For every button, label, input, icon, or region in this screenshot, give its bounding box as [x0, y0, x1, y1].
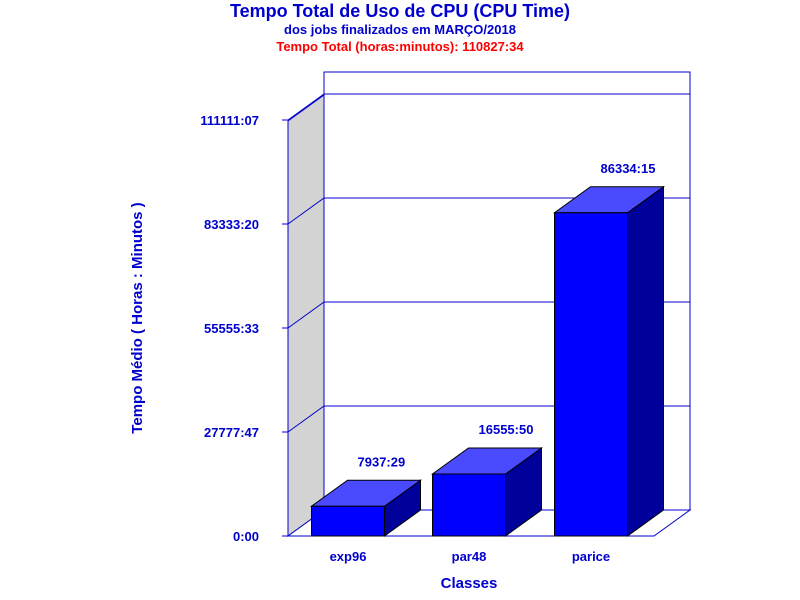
y-axis-title: Tempo Médio ( Horas : Minutos )	[129, 202, 146, 433]
bar-side	[627, 185, 664, 537]
x-tick-label: parice	[572, 549, 610, 564]
plot-area: 0:00 27777:47 55555:33 83333:20 111111:07 793…	[200, 71, 692, 564]
bar	[554, 212, 628, 537]
gridline	[287, 197, 690, 225]
chart-subtitle: dos jobs finalizados em MARÇO/2018	[284, 22, 516, 37]
x-tick-label: par48	[452, 549, 487, 564]
bar-value-label: 16555:50	[479, 422, 534, 437]
x-tick-label: exp96	[330, 549, 367, 564]
bar	[432, 473, 506, 537]
bar-value-label: 86334:15	[601, 161, 656, 176]
chart-total-time: Tempo Total (horas:minutos): 110827:34	[276, 39, 524, 54]
y-tick-label: 0:00	[233, 529, 259, 544]
bar	[311, 505, 385, 537]
gridline	[287, 93, 690, 121]
x-axis-title: Classes	[441, 575, 498, 592]
chart-title: Tempo Total de Uso de CPU (CPU Time)	[230, 1, 570, 21]
bar-value-label: 7937:29	[358, 454, 406, 469]
y-tick-label: 111111:07	[200, 113, 259, 128]
y-tick-label: 55555:33	[204, 321, 259, 336]
y-tick-label: 83333:20	[204, 217, 259, 232]
y-tick-label: 27777:47	[204, 425, 259, 440]
